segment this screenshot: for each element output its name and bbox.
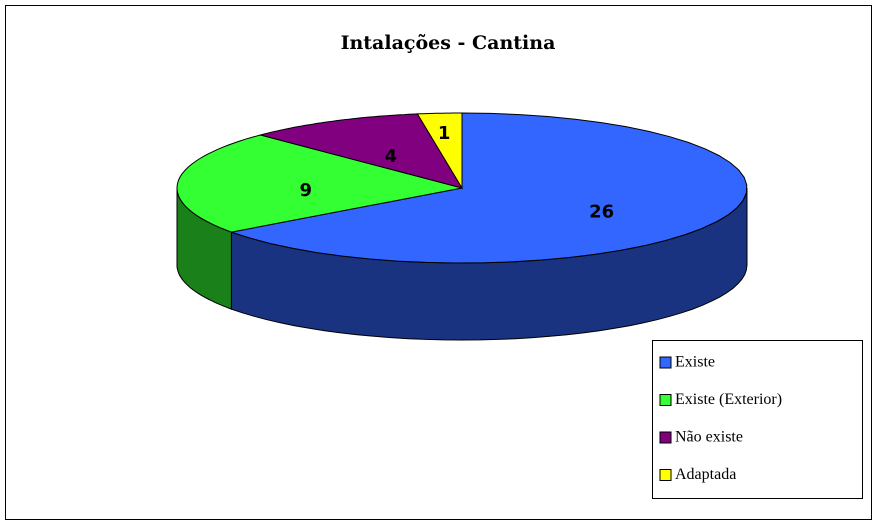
legend-label: Existe — [675, 354, 715, 371]
legend-label: Adaptada — [675, 466, 736, 483]
data-label: 9 — [299, 180, 312, 201]
data-label: 1 — [438, 123, 451, 144]
legend-label: Existe (Exterior) — [675, 391, 782, 408]
legend-label: Não existe — [675, 429, 743, 446]
pie-slice — [231, 112, 748, 264]
pie-slice — [416, 112, 463, 190]
legend-swatch — [659, 431, 672, 444]
legend-box — [652, 340, 863, 499]
pie-slice — [258, 113, 464, 189]
legend-swatch — [659, 469, 672, 481]
data-label: 4 — [385, 146, 398, 167]
chart-title: Intalações - Cantina — [341, 32, 556, 54]
legend-swatch — [659, 356, 672, 369]
data-label: 26 — [589, 202, 614, 223]
legend-swatch — [659, 394, 672, 406]
pie-slice — [176, 134, 463, 233]
